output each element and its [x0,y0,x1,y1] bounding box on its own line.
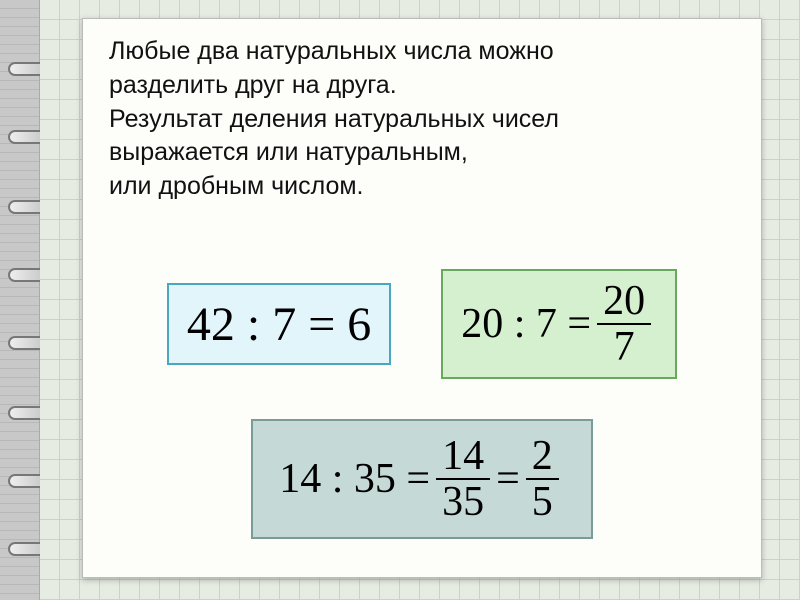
eq2-denominator: 7 [608,325,641,369]
equation-3-fraction-2: 2 5 [526,434,559,524]
eq3-den1: 35 [436,480,490,524]
eq3-num1: 14 [436,434,490,480]
binder-ring [8,336,40,350]
equation-2-lhs: 20 : 7 = [461,300,591,348]
equation-1-expr: 42 : 7 = 6 [187,297,371,352]
equation-3-fraction-1: 14 35 [436,434,490,524]
binder-ring [8,200,40,214]
equation-3-lhs: 14 : 35 = [279,455,430,503]
equation-3: 14 : 35 = 14 35 = 2 5 [251,419,593,539]
notebook-page: Любые два натуральных числа можно раздел… [40,0,800,600]
spiral-binding [0,0,40,600]
binder-ring [8,268,40,282]
eq2-numerator: 20 [597,279,651,325]
equation-3-eq: = [496,455,520,503]
equation-2: 20 : 7 = 20 7 [441,269,677,379]
text-line-3: Результат деления натуральных чисел [109,103,735,137]
binder-ring [8,406,40,420]
definition-text: Любые два натуральных числа можно раздел… [109,35,735,204]
equation-1: 42 : 7 = 6 [167,283,391,365]
equation-row-2: 14 : 35 = 14 35 = 2 5 [83,419,761,539]
eq3-den2: 5 [526,480,559,524]
text-line-1: Любые два натуральных числа можно [109,35,735,69]
equation-row-1: 42 : 7 = 6 20 : 7 = 20 7 [83,269,761,379]
text-line-4: выражается или натуральным, [109,136,735,170]
content-panel: Любые два натуральных числа можно раздел… [82,18,762,578]
binder-ring [8,62,40,76]
text-line-2: разделить друг на друга. [109,69,735,103]
binder-ring [8,130,40,144]
binder-ring [8,474,40,488]
binder-ring [8,542,40,556]
eq3-num2: 2 [526,434,559,480]
text-line-5: или дробным числом. [109,170,735,204]
equation-2-fraction: 20 7 [597,279,651,369]
